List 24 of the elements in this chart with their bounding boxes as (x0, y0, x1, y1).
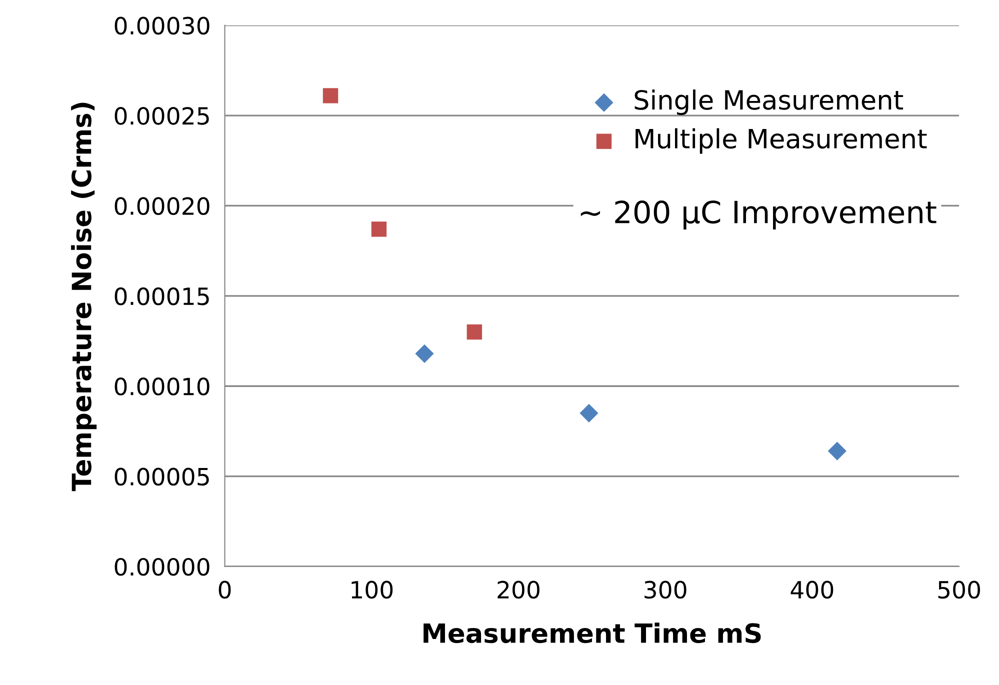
point (828, 442, 846, 460)
point (580, 404, 598, 422)
x-axis-title: Measurement Time mS (424, 622, 761, 644)
y-tick-label: 0.00020 (114, 197, 210, 216)
point (371, 222, 387, 237)
point (322, 88, 338, 104)
annotation: ~ 200 μC Improvement (580, 200, 936, 230)
x-tick-label: 400 (790, 580, 834, 599)
point (466, 324, 482, 340)
x-tick-label: 100 (352, 580, 393, 599)
y-tick-label: 0.00015 (114, 287, 209, 306)
legend-label: Multiple Measurement (636, 128, 927, 154)
point (415, 344, 434, 363)
y-axis-title: Temperature Noise (Crms) (71, 102, 97, 492)
x-tick-label: 200 (498, 580, 540, 599)
y-tick-label: 0.00010 (114, 378, 210, 396)
y-tick-label: 0.00025 (114, 106, 209, 125)
x-tick-label: 0 (218, 580, 231, 599)
legend-label: Single Measurement (634, 89, 904, 116)
y-tick-label: 0.00000 (114, 558, 210, 576)
x-tick-label: 300 (644, 580, 686, 599)
y-tick-label: 0.00005 (114, 468, 209, 486)
y-tick-label: 0.00030 (114, 16, 210, 35)
x-tick-label: 500 (938, 580, 980, 599)
